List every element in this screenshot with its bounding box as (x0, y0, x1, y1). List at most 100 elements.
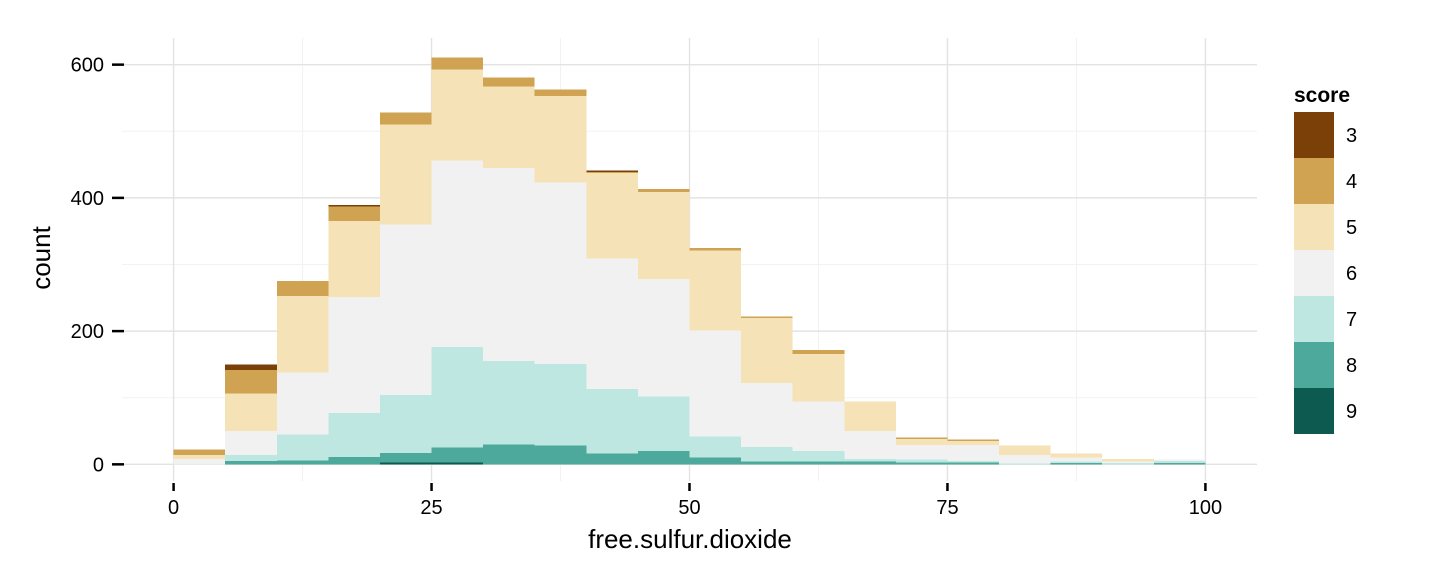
bar-segment-score-6 (483, 167, 535, 362)
bar-segment-score-5 (483, 86, 535, 168)
bar-segment-score-9 (431, 462, 484, 465)
bar-segment-score-7 (792, 451, 845, 462)
legend-label-score-5: 5 (1346, 217, 1357, 239)
bar-segment-score-7 (689, 436, 742, 458)
bar-segment-score-4 (534, 89, 587, 96)
bar-segment-score-5 (741, 317, 793, 384)
bar-segment-score-7 (379, 395, 432, 454)
bar-segment-score-4 (483, 77, 535, 87)
bar-segment-score-5 (999, 445, 1051, 456)
y-tick-label: 0 (93, 454, 104, 476)
bar-segment-score-5 (1050, 453, 1103, 458)
legend-title: score (1294, 84, 1350, 107)
bar-segment-score-5 (276, 295, 329, 373)
bar-segment-score-8 (586, 453, 638, 465)
bar-segment-score-4 (689, 247, 742, 251)
axes: 0 25 50 75 100 0 200 400 600 (71, 55, 1222, 519)
bar-segment-score-7 (1153, 461, 1206, 464)
bar-segment-score-6 (1153, 459, 1206, 462)
bar-segment-score-6 (1102, 461, 1154, 464)
legend-label-score-9: 9 (1346, 401, 1357, 423)
legend-label-score-6: 6 (1346, 263, 1357, 285)
bar-segment-score-5 (637, 191, 690, 280)
bar-segment-score-6 (534, 182, 587, 364)
y-tick-label: 600 (71, 55, 104, 77)
y-axis-title: count (26, 225, 56, 289)
bar-segment-score-8 (534, 445, 587, 465)
bar-segment-score-7 (586, 389, 638, 454)
bar-segment-score-4 (328, 206, 380, 222)
legend-label-score-8: 8 (1346, 355, 1357, 377)
bar-segment-score-8 (895, 462, 948, 465)
bar-segment-score-8 (225, 461, 277, 465)
bar-segment-score-6 (173, 459, 226, 465)
bar-segment-score-5 (1102, 459, 1154, 462)
bar-segment-score-3 (586, 170, 638, 172)
bar-segment-score-4 (792, 349, 845, 354)
bar-segment-score-6 (741, 383, 793, 448)
legend-key-score-8 (1294, 342, 1334, 388)
x-tick-label: 50 (678, 497, 700, 519)
bar-segment-score-6 (844, 431, 896, 460)
bar-segment-score-5 (379, 124, 432, 225)
x-tick-label: 25 (420, 497, 442, 519)
bar-segment-score-7 (276, 434, 329, 461)
bar-segment-score-7 (225, 455, 277, 462)
bar-segment-score-8 (792, 461, 845, 465)
bar-segment-score-5 (225, 393, 277, 432)
legend-key-score-9 (1294, 388, 1334, 434)
bar-segment-score-7 (1050, 461, 1103, 464)
bar-segment-score-8 (328, 457, 380, 465)
bar-segment-score-6 (637, 279, 690, 397)
bar-segment-score-7 (741, 447, 793, 462)
bar-segment-score-6 (431, 160, 484, 348)
bar-segment-score-8 (637, 451, 690, 465)
bar-segment-score-9 (379, 462, 432, 465)
legend-key-score-4 (1294, 158, 1334, 204)
bar-segment-score-7 (637, 396, 690, 452)
bar-segment-score-6 (1050, 457, 1103, 462)
bar-segment-score-5 (173, 455, 226, 460)
legend-key-score-5 (1294, 204, 1334, 250)
bar-segment-score-7 (1102, 463, 1154, 465)
bar-segment-score-8 (1050, 463, 1103, 465)
bar-segment-score-7 (431, 347, 484, 448)
bar-segment-score-4 (947, 439, 1000, 442)
x-axis-title: free.sulfur.dioxide (588, 524, 792, 554)
bar-segment-score-4 (225, 369, 277, 394)
bar-segment-score-6 (947, 445, 1000, 462)
bar-segment-score-8 (379, 453, 432, 463)
bar-segment-score-7 (999, 463, 1051, 465)
bar-segment-score-6 (792, 401, 845, 452)
x-tick-label: 100 (1189, 497, 1222, 519)
bar-segment-score-6 (689, 330, 742, 437)
bar-segment-score-4 (431, 57, 484, 70)
bar-segment-score-8 (276, 460, 329, 465)
x-tick-label: 0 (168, 497, 179, 519)
bar-segment-score-6 (225, 431, 277, 456)
bar-segment-score-3 (225, 364, 277, 370)
bar-segment-score-4 (379, 112, 432, 125)
bar-segment-score-4 (276, 281, 329, 296)
bar-segment-score-5 (586, 173, 638, 259)
bars (173, 57, 1206, 465)
bar-segment-score-7 (328, 413, 380, 458)
bar-segment-score-7 (534, 363, 587, 446)
bar-segment-score-7 (947, 461, 1000, 463)
bar-segment-score-3 (328, 205, 380, 207)
bar-segment-score-8 (1153, 463, 1206, 465)
bar-segment-score-7 (483, 361, 535, 445)
bar-segment-score-6 (586, 258, 638, 390)
y-tick-label: 200 (71, 321, 104, 343)
bar-segment-score-8 (844, 461, 896, 465)
bar-segment-score-4 (741, 316, 793, 318)
bar-segment-score-5 (328, 221, 380, 298)
legend: score 3 4 5 6 7 8 9 (1294, 84, 1357, 434)
y-tick-label: 400 (71, 188, 104, 210)
legend-key-score-7 (1294, 296, 1334, 342)
bar-segment-score-6 (276, 372, 329, 435)
bar-segment-score-5 (689, 250, 742, 331)
bar-segment-score-8 (431, 447, 484, 463)
bar-segment-score-8 (741, 461, 793, 465)
